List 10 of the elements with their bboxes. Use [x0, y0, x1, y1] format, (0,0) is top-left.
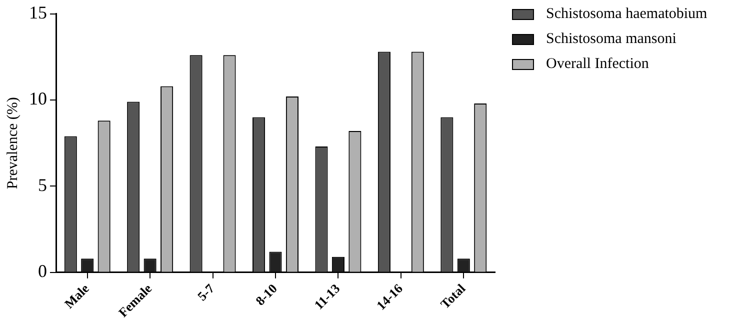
y-tick-label: 0	[38, 261, 47, 282]
y-tick-label: 5	[38, 174, 47, 195]
y-axis-title: Prevalence (%)	[4, 97, 21, 190]
y-tick-label: 15	[29, 2, 47, 23]
x-tick-label: 8-10	[252, 280, 280, 308]
legend-label: Schistosoma mansoni	[546, 31, 676, 48]
x-tick-label: 5-7	[194, 280, 218, 304]
legend-label: Overall Infection	[546, 56, 649, 73]
legend-label: Schistosoma haematobium	[546, 6, 708, 23]
y-tick-label: 10	[29, 88, 47, 109]
